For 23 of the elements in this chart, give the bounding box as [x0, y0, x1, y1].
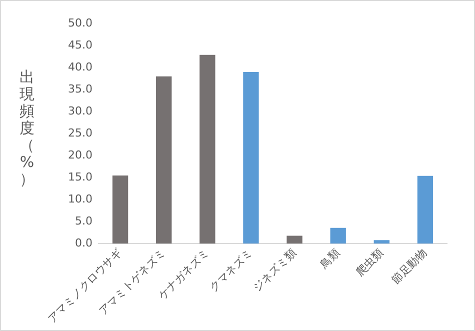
- y-tick-label: 45.0: [68, 38, 93, 52]
- y-tick-label: 35.0: [68, 82, 93, 96]
- y-tick-label: 10.0: [68, 192, 93, 206]
- y-tick-label: 30.0: [68, 104, 93, 118]
- bar: [374, 240, 390, 244]
- y-tick-label: 25.0: [68, 126, 93, 140]
- y-tick-label: 20.0: [68, 148, 93, 162]
- x-tick-label: 節足動物: [389, 246, 430, 287]
- y-tick-label: 40.0: [68, 60, 93, 74]
- bar: [112, 175, 128, 244]
- bar: [330, 228, 346, 244]
- y-axis-title: 出現頻度（%）: [19, 68, 35, 188]
- bar: [200, 54, 216, 244]
- bar: [156, 76, 172, 244]
- y-tick-label: 15.0: [68, 170, 93, 184]
- x-tick-label: 鳥類: [316, 246, 342, 272]
- bar: [243, 72, 259, 244]
- y-tick-label: 5.0: [75, 214, 93, 228]
- bar: [286, 236, 302, 244]
- x-tick-label: 爬虫類: [353, 246, 386, 279]
- bar: [417, 176, 434, 244]
- y-tick-label: 50.0: [68, 16, 93, 30]
- y-tick-label: 0.0: [75, 236, 93, 250]
